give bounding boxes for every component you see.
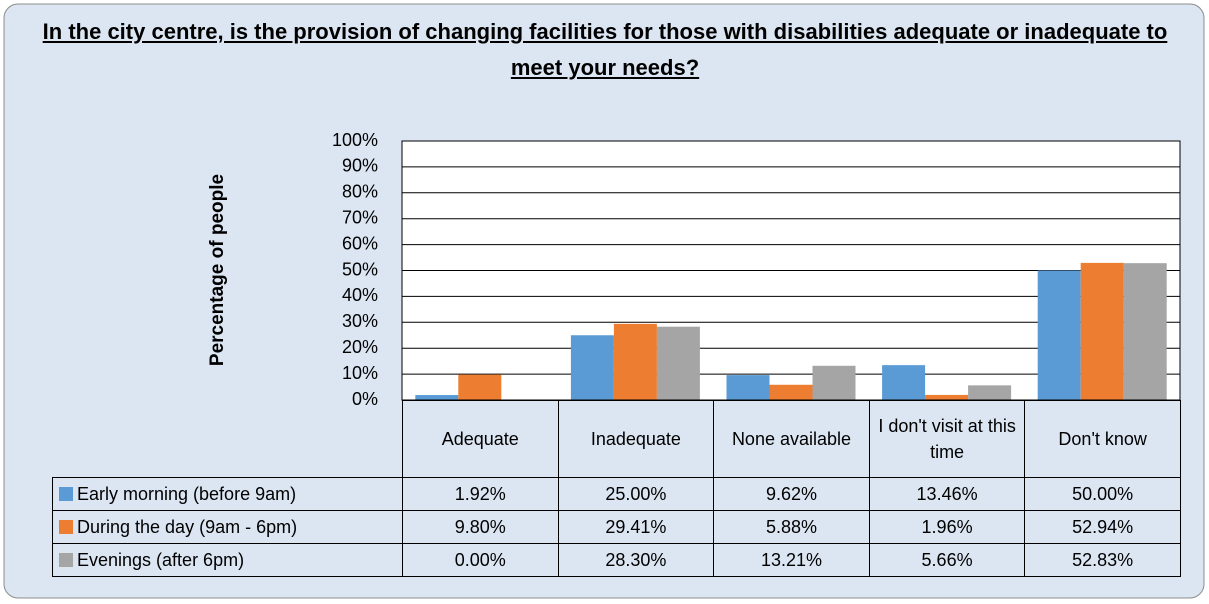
- bar: [812, 365, 856, 400]
- category-row: Adequate Inadequate None available I don't …: [52, 400, 1181, 478]
- data-label: 9.80%: [402, 510, 559, 544]
- bar: [613, 323, 657, 400]
- legend-label: Early morning (before 9am): [77, 483, 297, 504]
- data-label: 1.96%: [868, 510, 1026, 544]
- data-label: 28.30%: [557, 543, 715, 577]
- data-label: 0.00%: [402, 543, 559, 577]
- data-label: 52.94%: [1024, 510, 1181, 544]
- legend-label: During the day (9am - 6pm): [77, 516, 298, 537]
- data-label: 5.88%: [713, 510, 870, 544]
- data-label: 9.62%: [713, 477, 870, 511]
- bar: [656, 326, 700, 400]
- data-label: 25.00%: [557, 477, 715, 511]
- y-tick-label: 60%: [342, 233, 378, 253]
- bar: [769, 384, 813, 400]
- blank-cell: [52, 400, 403, 478]
- legend-key: [59, 552, 73, 567]
- data-label: 50.00%: [1024, 477, 1181, 511]
- legend-key: [59, 519, 73, 534]
- x-tick-label: Don't know: [1024, 400, 1181, 478]
- bar: [726, 375, 770, 400]
- bar: [925, 394, 969, 400]
- data-table: Adequate Inadequate None available I don't …: [52, 400, 1181, 577]
- x-tick-label: Adequate: [402, 400, 559, 478]
- bar: [415, 395, 459, 400]
- y-tick-label: 20%: [342, 337, 378, 357]
- y-tick-label: 70%: [342, 207, 378, 227]
- bar: [1037, 270, 1081, 400]
- x-tick-label: None available: [713, 400, 870, 478]
- legend-key: [59, 486, 73, 501]
- bar: [1123, 263, 1167, 400]
- legend-entry: Evenings (after 6pm): [52, 543, 403, 577]
- legend-entry: Early morning (before 9am): [52, 477, 403, 511]
- bar: [458, 374, 502, 400]
- data-label: 13.21%: [713, 543, 870, 577]
- data-label: 13.46%: [868, 477, 1026, 511]
- chart-title: In the city centre, is the provision of …: [42, 19, 1168, 80]
- y-tick-label: 50%: [342, 259, 378, 279]
- x-tick-label: I don't visit at this time: [868, 400, 1026, 478]
- y-tick-label: 40%: [342, 285, 378, 305]
- y-axis-title: Percentage of people: [207, 174, 228, 366]
- y-tick-label: 100%: [332, 130, 378, 150]
- legend-label: Evenings (after 6pm): [77, 549, 245, 570]
- y-tick-label: 10%: [342, 363, 378, 383]
- data-label: 29.41%: [557, 510, 715, 544]
- x-tick-label: Inadequate: [557, 400, 715, 478]
- series-row: Early morning (before 9am) 1.92% 25.00% 9.6…: [52, 477, 1181, 511]
- bar: [570, 335, 614, 400]
- series-row: Evenings (after 6pm) 0.00% 28.30% 13.21% 5.6…: [52, 543, 1181, 577]
- y-tick-label: 80%: [342, 182, 378, 202]
- y-tick-label: 30%: [342, 311, 378, 331]
- bar: [1080, 262, 1124, 400]
- data-label: 5.66%: [868, 543, 1026, 577]
- series-row: During the day (9am - 6pm) 9.80% 29.41% 5.8…: [52, 510, 1181, 544]
- bar: [968, 385, 1012, 400]
- y-tick-label: 90%: [342, 156, 378, 176]
- data-label: 52.83%: [1024, 543, 1181, 577]
- bar: [882, 365, 926, 400]
- data-label: 1.92%: [402, 477, 559, 511]
- legend-entry: During the day (9am - 6pm): [52, 510, 403, 544]
